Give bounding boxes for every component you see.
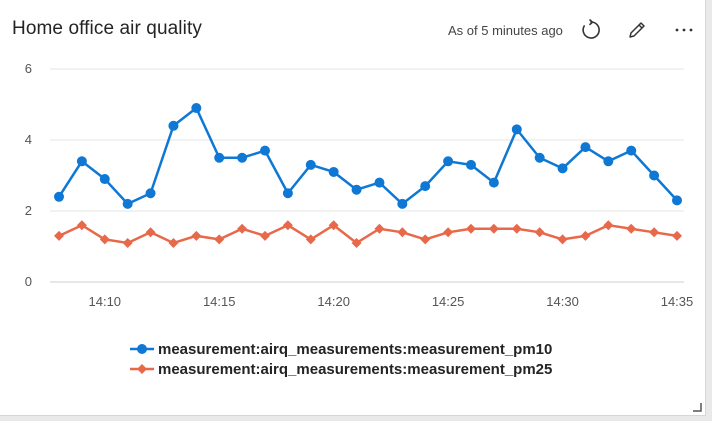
data-point <box>557 234 568 245</box>
data-point <box>122 237 133 248</box>
data-point <box>374 223 385 234</box>
y-tick-label: 4 <box>25 132 32 147</box>
data-point <box>420 234 431 245</box>
data-point <box>122 198 133 209</box>
y-tick-label: 0 <box>25 274 32 289</box>
data-point <box>534 227 545 238</box>
data-point <box>54 191 64 202</box>
series-line-pm10 <box>57 106 678 206</box>
data-point <box>145 188 156 199</box>
data-point <box>305 159 316 170</box>
x-tick-label: 14:20 <box>317 294 350 309</box>
data-point <box>580 230 591 241</box>
more-options-button[interactable] <box>670 16 698 44</box>
refresh-icon <box>582 19 600 39</box>
data-point <box>168 120 179 131</box>
data-point <box>237 152 248 163</box>
more-ellipsis-icon <box>675 28 693 32</box>
data-point <box>420 181 431 192</box>
data-point <box>305 234 316 245</box>
edit-button[interactable] <box>623 16 651 44</box>
data-point <box>580 142 591 153</box>
air-quality-card: Home office air quality As of 5 minutes … <box>0 0 706 416</box>
y-tick-label: 6 <box>25 61 32 76</box>
data-point <box>328 166 339 177</box>
data-point <box>626 223 637 234</box>
data-point <box>374 177 385 188</box>
data-point <box>443 156 454 167</box>
data-point <box>443 227 454 238</box>
data-point <box>99 234 110 245</box>
legend-label: measurement:airq_measurements:measuremen… <box>158 341 552 358</box>
data-point <box>237 223 248 234</box>
refresh-button[interactable] <box>577 16 605 44</box>
data-point <box>328 220 339 231</box>
data-point <box>191 230 202 241</box>
y-tick-label: 2 <box>25 203 32 218</box>
legend-marker <box>137 344 147 354</box>
data-point <box>397 227 408 238</box>
data-point <box>260 145 270 156</box>
data-point <box>534 152 545 163</box>
data-point <box>488 223 499 234</box>
data-point <box>466 223 476 234</box>
data-point <box>145 227 156 238</box>
data-point <box>397 198 408 209</box>
data-point <box>214 152 225 163</box>
legend-marker <box>137 364 147 374</box>
data-point <box>603 156 614 167</box>
data-point <box>626 145 637 156</box>
data-point <box>603 220 614 231</box>
x-tick-label: 14:25 <box>432 294 465 309</box>
last-updated-text: As of 5 minutes ago <box>448 23 563 38</box>
data-point <box>511 124 522 135</box>
data-point <box>191 103 202 114</box>
data-point <box>557 163 568 174</box>
data-point <box>76 156 87 167</box>
data-point <box>511 223 522 234</box>
data-point <box>649 170 660 181</box>
data-point <box>351 184 362 195</box>
card-title: Home office air quality <box>12 18 202 39</box>
data-point <box>672 195 682 206</box>
data-point <box>54 230 64 241</box>
data-point <box>488 177 499 188</box>
x-tick-label: 14:35 <box>661 294 694 309</box>
x-tick-label: 14:30 <box>546 294 579 309</box>
data-point <box>282 220 293 231</box>
resize-handle-icon[interactable] <box>692 402 702 412</box>
data-point <box>282 188 293 199</box>
x-tick-label: 14:15 <box>203 294 236 309</box>
data-point <box>672 230 682 241</box>
data-point <box>99 174 110 185</box>
line-chart: 0 2 4 6 14:10 14:15 14:20 14:25 14:30 14:35 measur… <box>25 61 694 378</box>
data-point <box>168 237 179 248</box>
data-point <box>260 230 270 241</box>
series-line-pm25 <box>58 223 678 245</box>
x-tick-label: 14:10 <box>89 294 122 309</box>
legend-label: measurement:airq_measurements:measuremen… <box>158 361 552 378</box>
data-point <box>466 159 476 170</box>
data-point <box>214 234 225 245</box>
data-point <box>649 227 660 238</box>
edit-pencil-icon <box>629 22 645 38</box>
data-point <box>76 220 87 231</box>
data-point <box>351 237 362 248</box>
